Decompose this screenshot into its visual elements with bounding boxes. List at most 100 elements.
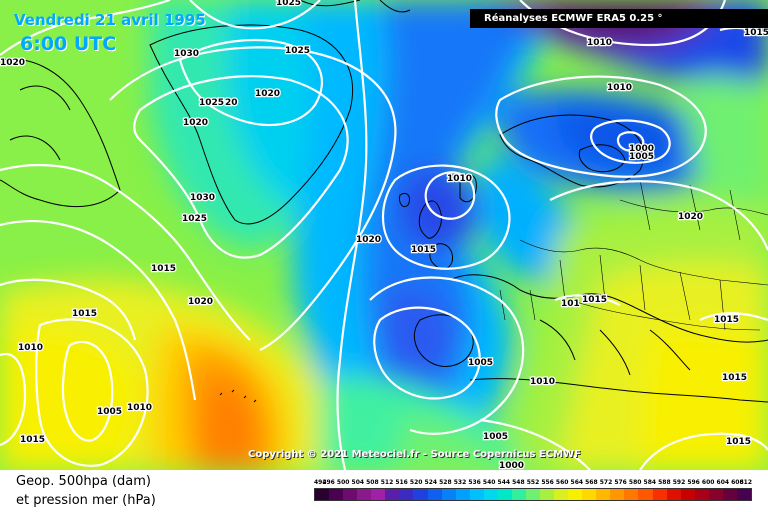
color-scale-label: 516 [395,479,408,486]
color-scale-label: 592 [672,479,686,486]
color-scale-swatch [455,489,470,500]
iso-1005-africa: 1005 [483,432,508,442]
iso-1010-arctic: 1010 [607,83,632,93]
iso-1010-west: 1010 [18,343,43,353]
color-scale-label: 548 [512,479,525,486]
iso-1015-west: 1015 [72,309,97,319]
iso-1020-greenland-e: 1020 [255,89,280,99]
color-scale-label: 540 [482,479,496,486]
iso-1030-greenland: 1030 [174,49,199,59]
iso-1020-mid: 1020 [356,235,381,245]
iso-1010-uk-low: 1010 [447,174,472,184]
color-scale-label: 524 [424,479,438,486]
iso-1005-scandinavia: 1005 [629,152,654,162]
color-scale-swatch [722,489,737,500]
isobars [0,0,768,470]
copyright-text: Copyright © 2021 Meteociel.fr - Source C… [248,449,581,460]
color-scale-label: 544 [497,479,511,486]
color-scale-label: 560 [555,479,569,486]
color-scale-label: 584 [643,479,657,486]
iso-1020-nw: 1020 [0,58,25,68]
color-scale-swatch [525,489,540,500]
weather-map: 1025 1020 1030 1025 1020 1025 20 1020 10… [0,0,768,470]
color-scale-swatch [413,489,428,500]
color-scale-label: 496 [322,479,335,486]
color-scale-label: 552 [526,479,540,486]
iso-1010-sw-low: 1010 [127,403,152,413]
color-scale-swatch [385,489,400,500]
iso-1015-ne-edge: 1015 [744,28,768,38]
iso-1030-atlantic: 1030 [190,193,215,203]
color-scale-label: 520 [409,479,423,486]
color-scale-swatch [343,489,358,500]
color-scale-label: 608 [731,479,744,486]
iso-1020-greenland-sw: 1020 [183,118,208,128]
color-scale-label: 588 [658,479,671,486]
color-scale-label: 580 [628,479,642,486]
color-scale-swatch [638,489,653,500]
iso-1000-scandinavia: 1000 [629,144,654,154]
color-scale-label: 600 [701,479,715,486]
color-scale-swatch [469,489,484,500]
color-scale-label: 536 [468,479,481,486]
iso-1005-iberia: 1005 [468,358,493,368]
color-scale-swatch [666,489,681,500]
color-scale-swatch [371,489,386,500]
iso-1025-atlantic: 1025 [182,214,207,224]
color-scale-swatch [399,489,414,500]
color-scale-label: 512 [380,479,394,486]
color-scale-swatch [511,489,526,500]
color-scale-label: 564 [570,479,584,486]
color-scale-swatch [497,489,512,500]
iso-1015-se: 1015 [726,437,751,447]
color-scale-label: 572 [599,479,613,486]
color-scale-swatch [694,489,709,500]
iso-1025-greenland: 1025 [285,46,310,56]
iso-20-greenland-s: 20 [225,98,238,108]
color-scale-swatch [708,489,723,500]
color-scale-label: 568 [585,479,598,486]
color-scale-swatch [680,489,695,500]
map-time: 6:00 UTC [20,33,117,55]
color-scale-swatch [596,489,611,500]
iso-1005-sw-low: 1005 [97,407,122,417]
color-scale-swatch [610,489,625,500]
color-scale-label: 556 [541,479,554,486]
iso-1010-north: 1010 [587,38,612,48]
color-scale-swatch [624,489,639,500]
iso-1015-uk: 1015 [411,245,436,255]
color-scale-label: 508 [366,479,379,486]
color-scale-swatch [441,489,456,500]
color-scale-label: 612 [739,479,752,486]
legend-line-geopotential: Geop. 500hpa (dam) [16,474,151,489]
iso-1015-sw: 1015 [20,435,45,445]
legend-footer: Geop. 500hpa (dam) et pression mer (hPa)… [0,470,768,512]
color-scale-swatch [568,489,583,500]
iso-1025-greenland-s: 1025 [199,98,224,108]
color-scale-label: 504 [351,479,365,486]
iso-101-alps: 101 [561,299,580,309]
color-scale-label: 500 [336,479,350,486]
color-scale-swatch [582,489,597,500]
iso-1015-east: 1015 [722,373,747,383]
iso-1010-med: 1010 [530,377,555,387]
coastlines [0,0,768,403]
color-scale-label: 596 [687,479,700,486]
color-scale-label: 604 [716,479,730,486]
color-scale-swatch [540,489,555,500]
color-scale-bar [314,488,752,501]
color-scale-swatch [736,489,751,500]
color-scale-label: 576 [614,479,627,486]
color-scale-swatch [554,489,569,500]
geopotential-field: 1025 1020 1030 1025 1020 1025 20 1020 10… [0,0,768,470]
iso-1015-balkans: 1015 [714,315,739,325]
iso-1000-africa: 1000 [499,461,524,470]
color-scale-label: 532 [453,479,467,486]
color-scale-swatch [652,489,667,500]
color-scale-swatch [329,489,344,500]
color-scale-swatch [315,489,330,500]
isobar-labels: 1025 1020 1030 1025 1020 1025 20 1020 10… [0,0,768,470]
color-scale-swatch [357,489,372,500]
iso-1015-atlantic-w: 1015 [151,264,176,274]
color-scale-swatch [483,489,498,500]
